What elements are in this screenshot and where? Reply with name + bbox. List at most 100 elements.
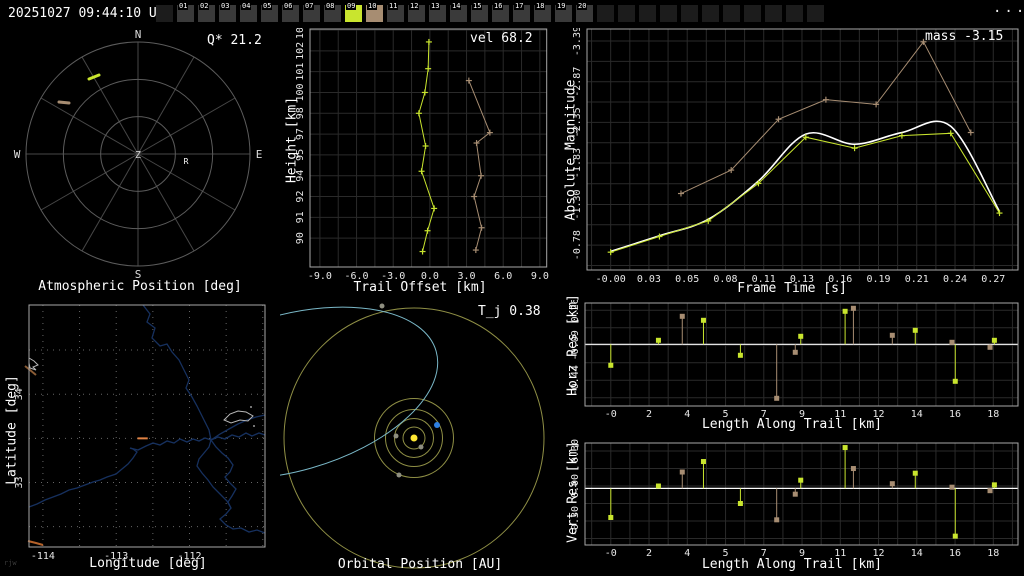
- frame-thumb-07[interactable]: 07: [303, 2, 320, 22]
- svg-text:4: 4: [684, 409, 690, 420]
- latitude-axis-label: Latitude [deg]: [4, 375, 20, 485]
- overflow-menu[interactable]: ...: [993, 0, 1024, 16]
- svg-text:-2.87: -2.87: [572, 67, 583, 97]
- svg-text:12: 12: [873, 409, 885, 420]
- frame-number: 16: [493, 2, 504, 10]
- svg-text:4: 4: [684, 548, 690, 559]
- frame-number: 19: [556, 2, 567, 10]
- frame-thumb-05[interactable]: 05: [261, 2, 278, 22]
- svg-text:0.00: 0.00: [570, 474, 581, 498]
- frame-thumb-14[interactable]: 14: [450, 2, 467, 22]
- svg-text:101: 101: [295, 63, 306, 81]
- svg-text:0.16: 0.16: [828, 274, 852, 285]
- frame-number: 10: [367, 2, 378, 10]
- svg-text:12: 12: [873, 548, 885, 559]
- frame-thumb-20[interactable]: 20: [576, 2, 593, 22]
- velocity-badge: vel 68.2: [470, 31, 533, 46]
- svg-text:5: 5: [723, 548, 729, 559]
- longitude-axis-title: Longitude [deg]: [89, 556, 207, 571]
- svg-text:-2.35: -2.35: [572, 107, 583, 137]
- frame-thumb-10[interactable]: 10: [366, 2, 383, 22]
- frame-thumb-blank[interactable]: [156, 5, 173, 22]
- svg-text:-9.0: -9.0: [308, 271, 332, 282]
- svg-text:0.27: 0.27: [981, 274, 1005, 285]
- svg-text:18: 18: [987, 548, 999, 559]
- svg-text:0.03: 0.03: [637, 274, 661, 285]
- svg-text:9.0: 9.0: [531, 271, 549, 282]
- svg-text:0.21: 0.21: [905, 274, 929, 285]
- vert-res-axis-label: Vert Res [km]: [565, 441, 581, 543]
- frame-thumb-02[interactable]: 02: [198, 2, 215, 22]
- svg-text:-114: -114: [31, 551, 55, 562]
- frame-thumb-blank[interactable]: [702, 5, 719, 22]
- svg-text:14: 14: [911, 548, 923, 559]
- frame-thumb-01[interactable]: 01: [177, 2, 194, 22]
- length-axis-title-2: Length Along Trail [km]: [701, 557, 882, 572]
- frame-thumb-blank[interactable]: [744, 5, 761, 22]
- svg-text:E: E: [256, 148, 263, 161]
- watermark: rjw: [4, 559, 17, 567]
- svg-text:7: 7: [761, 548, 767, 559]
- frame-thumb-09[interactable]: 09: [345, 2, 362, 22]
- svg-text:-6.0: -6.0: [345, 271, 369, 282]
- frame-thumb-blank[interactable]: [660, 5, 677, 22]
- svg-text:5: 5: [723, 409, 729, 420]
- height-axis-label: Height [km]: [284, 96, 300, 184]
- frame-thumb-blank[interactable]: [681, 5, 698, 22]
- frame-thumb-blank[interactable]: [807, 5, 824, 22]
- frame-thumb-03[interactable]: 03: [219, 2, 236, 22]
- svg-text:0.05: 0.05: [675, 274, 699, 285]
- frame-number: 11: [388, 2, 399, 10]
- frame-thumb-16[interactable]: 16: [492, 2, 509, 22]
- frame-thumb-17[interactable]: 17: [513, 2, 530, 22]
- svg-text:-0.09: -0.09: [570, 330, 581, 360]
- svg-text:11: 11: [834, 548, 846, 559]
- svg-text:14: 14: [911, 409, 923, 420]
- svg-text:90: 90: [295, 232, 306, 244]
- frame-thumb-08[interactable]: 08: [324, 2, 341, 22]
- frame-thumb-18[interactable]: 18: [534, 2, 551, 22]
- frame-thumb-11[interactable]: 11: [387, 2, 404, 22]
- svg-text:-3.39: -3.39: [572, 28, 583, 56]
- frame-thumb-blank[interactable]: [765, 5, 782, 22]
- frame-thumb-19[interactable]: 19: [555, 2, 572, 22]
- frame-thumb-04[interactable]: 04: [240, 2, 257, 22]
- svg-text:R: R: [184, 157, 189, 166]
- frame-thumb-13[interactable]: 13: [429, 2, 446, 22]
- frame-number: 13: [430, 2, 441, 10]
- atmospheric-axis-title: Atmospheric Position [deg]: [38, 279, 242, 294]
- svg-text:6.0: 6.0: [494, 271, 512, 282]
- svg-text:-0.78: -0.78: [572, 230, 583, 260]
- frame-thumb-blank[interactable]: [639, 5, 656, 22]
- svg-text:16: 16: [949, 409, 961, 420]
- svg-text:-0: -0: [605, 548, 617, 559]
- svg-text:9: 9: [799, 409, 805, 420]
- frame-thumb-06[interactable]: 06: [282, 2, 299, 22]
- svg-text:-1.30: -1.30: [572, 189, 583, 219]
- frame-time-axis-title: Frame Time [s]: [737, 281, 847, 296]
- frame-number: 18: [535, 2, 546, 10]
- svg-text:0.0: 0.0: [421, 271, 439, 282]
- svg-text:98: 98: [295, 107, 306, 119]
- svg-text:2: 2: [646, 548, 652, 559]
- frame-thumb-blank[interactable]: [723, 5, 740, 22]
- svg-text:33: 33: [14, 477, 25, 489]
- frame-thumb-15[interactable]: 15: [471, 2, 488, 22]
- svg-text:-3.0: -3.0: [381, 271, 405, 282]
- svg-text:11: 11: [834, 409, 846, 420]
- timestamp: 20251027 09:44:10 UTC: [8, 6, 173, 21]
- frame-number: 04: [241, 2, 252, 10]
- magnitude-axis-label: Absolute Magnitude: [563, 79, 579, 221]
- frame-thumb-12[interactable]: 12: [408, 2, 425, 22]
- frame-number: 09: [346, 2, 357, 10]
- frame-number: 15: [472, 2, 483, 10]
- svg-text:-0.30: -0.30: [570, 506, 581, 536]
- frame-thumb-blank[interactable]: [597, 5, 614, 22]
- svg-text:S: S: [135, 268, 142, 281]
- svg-text:0.19: 0.19: [866, 274, 890, 285]
- svg-text:-113: -113: [104, 551, 128, 562]
- frame-thumb-blank[interactable]: [618, 5, 635, 22]
- horz-res-axis-label: Horz Res [km]: [565, 294, 581, 396]
- frame-thumb-blank[interactable]: [786, 5, 803, 22]
